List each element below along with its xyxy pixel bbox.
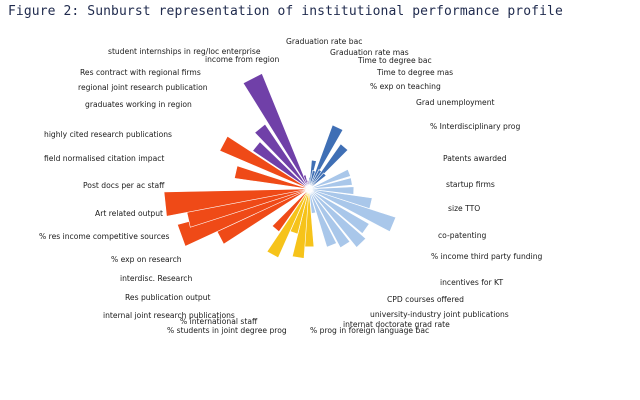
label-income-third-party-funding: % income third party funding <box>431 252 543 261</box>
label-prog-in-foreign-language-bac: % prog in foreign language bac <box>310 326 429 335</box>
label-patents-awarded: Patents awarded <box>443 154 507 163</box>
spike-regional-joint-research-publication <box>254 123 310 190</box>
spike-post-docs-per-ac-staff <box>163 188 310 217</box>
spike-incentives-for-kt <box>308 188 370 235</box>
spike-internat-doctorate-grad-rate <box>308 188 337 248</box>
label-startup-firms: startup firms <box>446 180 495 189</box>
spike-income-third-party-funding <box>308 188 397 233</box>
spike-interdisciplinary-prog <box>308 172 327 190</box>
label-incentives-for-kt: incentives for KT <box>440 278 503 287</box>
label-co-patenting: co-patenting <box>438 231 487 240</box>
label-time-to-degree-bac: Time to degree bac <box>357 56 432 65</box>
spike-size-tto <box>308 186 355 195</box>
label-graduates-working-in-region: graduates working in region <box>85 100 192 109</box>
label-internat-doctorate-grad-rate: internat doctorate grad rate <box>343 320 450 329</box>
label-field-normalised-citation-impact: field normalised citation impact <box>44 154 164 163</box>
label-res-publication-output: Res publication output <box>125 293 211 302</box>
label-size-tto: size TTO <box>448 204 480 213</box>
spike-highly-cited-research-publications <box>219 135 310 190</box>
spike-student-internships-in-reg-loc-enterprise <box>306 179 310 190</box>
spike-startup-firms <box>308 177 353 190</box>
label-student-internships-in-reg-loc-enterprise: student internships in reg/loc enterpris… <box>108 47 261 56</box>
figure-caption: Figure 2: Sunburst representation of ins… <box>8 4 563 19</box>
label-res-contract-with-regional-firms: Res contract with regional firms <box>80 68 201 77</box>
label-graduation-rate-mas: Graduation rate mas <box>330 48 409 57</box>
label-regional-joint-research-publication: regional joint research publication <box>78 83 208 92</box>
label-interdisc-research: interdisc. Research <box>120 274 192 283</box>
label-exp-on-research: % exp on research <box>111 255 182 264</box>
label-students-in-joint-degree-prog: % students in joint degree prog <box>167 326 287 335</box>
label-art-related-output: Art related output <box>95 209 163 218</box>
spike-cpd-courses-offered <box>308 188 367 248</box>
spike-graduates-working-in-region <box>252 141 310 190</box>
label-income-from-region: income from region <box>205 55 280 64</box>
label-exp-on-teaching: % exp on teaching <box>370 82 441 91</box>
spike-university-industry-joint-publications <box>308 188 351 249</box>
spike-field-normalised-citation-impact <box>234 165 310 190</box>
label-international-staff: % international staff <box>180 317 258 326</box>
label-highly-cited-research-publications: highly cited research publications <box>44 130 172 139</box>
label-university-industry-joint-publications: university-industry joint publications <box>370 310 509 319</box>
label-post-docs-per-ac-staff: Post docs per ac staff <box>83 181 165 190</box>
label-time-to-degree-mas: Time to degree mas <box>376 68 453 77</box>
spike-patents-awarded <box>308 168 352 190</box>
label-res-income-competitive-sources: % res income competitive sources <box>39 232 170 241</box>
spike-res-contract-with-regional-firms <box>242 73 310 190</box>
label-grad-unemployment: Grad unemployment <box>416 98 495 107</box>
spike-grad-unemployment <box>308 143 349 190</box>
label-internal-joint-research-publications: internal joint research publications <box>103 311 235 320</box>
label-interdisciplinary-prog: % Interdisciplinary prog <box>430 122 520 131</box>
spike-layer <box>163 73 397 259</box>
spike-interdisc-research <box>271 188 310 233</box>
label-graduation-rate-bac: Graduation rate bac <box>286 37 362 46</box>
spike-res-publication-output <box>266 188 310 259</box>
label-cpd-courses-offered: CPD courses offered <box>387 295 464 304</box>
